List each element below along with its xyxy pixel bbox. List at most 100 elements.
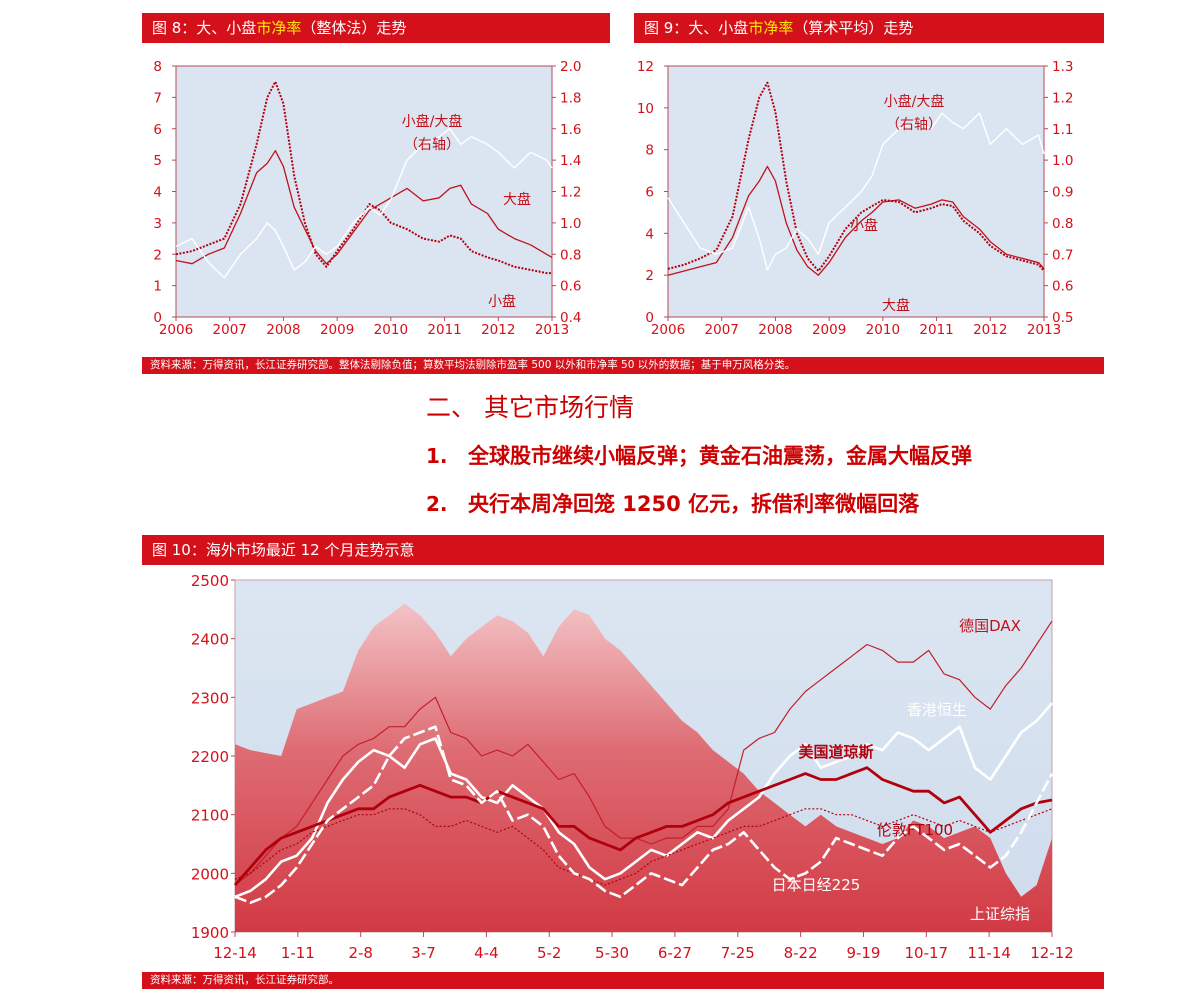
section-heading: 二、 其它市场行情 [426, 393, 634, 422]
fig9-plot-area [667, 65, 1045, 318]
fig9-x-tick-label: 2010 [866, 322, 900, 338]
fig10-annotation: 伦敦FT100 [877, 821, 953, 839]
fig9-y-right-tick-label: 1.2 [1052, 90, 1073, 106]
fig10-x-tick-label: 10-17 [905, 944, 949, 962]
fig8-annotation: 小盘 [488, 293, 516, 310]
fig8-y-right-tick-label: 1.8 [560, 90, 581, 106]
fig9-y-right-tick-label: 0.8 [1052, 216, 1073, 232]
fig9-y-right-tick-label: 1.1 [1052, 122, 1073, 138]
fig9-x-tick-label: 2013 [1027, 322, 1061, 338]
fig9-x-tick-label: 2011 [919, 322, 953, 338]
fig9-y-left-tick-label: 12 [637, 59, 654, 75]
fig9-series-line [667, 81, 1045, 272]
fig10-series-line [234, 620, 1053, 886]
fig9-title-highlight: 市净率 [748, 19, 794, 37]
fig10-annotation: 美国道琼斯 [798, 743, 873, 761]
fig8-y-left-tick-label: 5 [153, 153, 162, 169]
fig8-y-right-tick-label: 1.4 [560, 153, 581, 169]
fig8-y-left-tick-label: 2 [153, 247, 162, 263]
fig10-y-tick-label: 2500 [191, 572, 229, 590]
fig10-x-tick-label: 12-12 [1030, 944, 1074, 962]
source-note-top: 资料来源：万得资讯，长江证券研究部。整体法剔除负值；算数平均法剔除市盈率 500… [142, 357, 1104, 374]
fig9-annotation: 大盘 [882, 297, 910, 314]
fig8-title-post: （整体法）走势 [301, 19, 407, 37]
source-note-bottom: 资料来源：万得资讯，长江证券研究部。 [142, 972, 1104, 989]
fig10-x-tick-label: 5-30 [595, 944, 629, 962]
fig8-chart: 2006 2007 2008 2009 2010 2011 2012 2013 0 1 2 3 4 5 6 7… [153, 59, 581, 338]
fig9-title-pre: 图 9：大、小盘 [644, 19, 749, 37]
fig10-y-tick-label: 2300 [191, 689, 229, 707]
fig10-x-tick-label: 5-2 [537, 944, 562, 962]
fig8-y-right-tick-label: 1.2 [560, 185, 581, 201]
fig10-series-line [233, 766, 1053, 887]
fig9-x-tick-label: 2009 [812, 322, 846, 338]
fig8-series-line [175, 80, 552, 275]
fig8-y-right-tick-label: 0.8 [560, 247, 581, 263]
source-note-top-text: 资料来源：万得资讯，长江证券研究部。整体法剔除负值；算数平均法剔除市盈率 500… [150, 359, 796, 371]
fig8-plot-area [175, 65, 553, 318]
fig9-title-post: （算术平均）走势 [793, 19, 914, 37]
fig9-y-left-tick-label: 2 [645, 268, 654, 284]
fig8-y-left-tick-label: 6 [153, 122, 162, 138]
fig8-series-line [175, 150, 553, 265]
fig8-x-tick-label: 2009 [320, 322, 354, 338]
fig8-y-left-tick-label: 4 [153, 185, 162, 201]
fig10-series-line [234, 702, 1053, 899]
fig10-x-tick-label: 12-14 [213, 944, 257, 962]
fig8-y-left-tick-label: 1 [153, 279, 162, 295]
source-note-bottom-text: 资料来源：万得资讯，长江证券研究部。 [150, 974, 339, 986]
fig8-y-left-tick-label: 8 [153, 59, 162, 75]
section-item-2-text: 央行本周净回笼 1250 亿元，拆借利率微幅回落 [468, 492, 920, 516]
fig10-y-tick-label: 2100 [191, 807, 229, 825]
fig9-series-line [667, 112, 1045, 271]
fig10-annotation: 香港恒生 [907, 701, 967, 719]
fig9-x-tick-label: 2012 [973, 322, 1007, 338]
fig9-y-left-tick-label: 4 [645, 226, 654, 242]
fig8-y-right-tick-label: 1.0 [560, 216, 581, 232]
fig9-annotation: （右轴） [886, 117, 942, 133]
fig8-series-line [175, 127, 553, 279]
fig10-title-bar: 图 10：海外市场最近 12 个月走势示意 [142, 535, 1104, 565]
fig10-x-tick-label: 9-19 [846, 944, 880, 962]
section-item-2-number: 2. [426, 492, 448, 516]
fig8-y-right-tick-label: 0.4 [560, 310, 581, 326]
fig10-series-line [234, 725, 1054, 905]
fig10-x-tick-label: 7-25 [721, 944, 755, 962]
fig9-y-right-tick-label: 1.0 [1052, 153, 1073, 169]
fig8-annotation: 大盘 [503, 191, 531, 208]
fig8-title-bar: 图 8：大、小盘市净率（整体法）走势 [142, 13, 610, 43]
fig9-y-right-tick-label: 0.6 [1052, 279, 1073, 295]
fig10-x-tick-label: 11-14 [967, 944, 1011, 962]
section-item-1-number: 1. [426, 444, 448, 468]
fig8-x-tick-label: 2013 [535, 322, 569, 338]
fig9-y-left-tick-label: 10 [637, 101, 654, 117]
fig8-y-left-tick-label: 0 [153, 310, 162, 326]
fig9-x-tick-label: 2007 [705, 322, 739, 338]
fig10-annotation: 德国DAX [959, 617, 1021, 635]
fig8-x-tick-label: 2007 [213, 322, 247, 338]
fig8-title-pre: 图 8：大、小盘 [152, 19, 257, 37]
fig10-x-tick-label: 1-11 [281, 944, 315, 962]
fig8-x-tick-label: 2010 [374, 322, 408, 338]
fig8-x-tick-label: 2008 [266, 322, 300, 338]
fig8-title-highlight: 市净率 [256, 19, 302, 37]
fig8-y-right-tick-label: 1.6 [560, 122, 581, 138]
fig9-y-left-tick-label: 6 [645, 185, 654, 201]
fig9-annotation: 小盘 [850, 217, 878, 234]
fig9-title-bar: 图 9：大、小盘市净率（算术平均）走势 [634, 13, 1104, 43]
fig10-annotation: 上证综指 [970, 905, 1030, 923]
fig9-y-right-tick-label: 0.5 [1052, 310, 1073, 326]
fig10-x-tick-label: 6-27 [658, 944, 692, 962]
fig10-chart: 1900 2000 2100 2200 2300 2400 2500 12-14 1-11 2-8… [191, 572, 1074, 962]
fig8-y-right-tick-label: 2.0 [560, 59, 581, 75]
fig10-series-area [235, 603, 1052, 932]
section-item-1-text: 全球股市继续小幅反弹；黄金石油震荡，金属大幅反弹 [468, 444, 972, 468]
fig8-y-left-tick-label: 3 [153, 216, 162, 232]
fig10-x-tick-label: 8-22 [784, 944, 818, 962]
fig10-y-tick-label: 2200 [191, 748, 229, 766]
fig9-y-right-tick-label: 0.7 [1052, 247, 1073, 263]
fig9-chart: 2006 2007 2008 2009 2010 2011 2012 2013 0 2 4 6 8 10 1… [637, 59, 1074, 338]
fig9-y-left-tick-label: 8 [645, 143, 654, 159]
fig10-series-line [234, 808, 1053, 886]
fig9-y-right-tick-label: 0.9 [1052, 185, 1073, 201]
